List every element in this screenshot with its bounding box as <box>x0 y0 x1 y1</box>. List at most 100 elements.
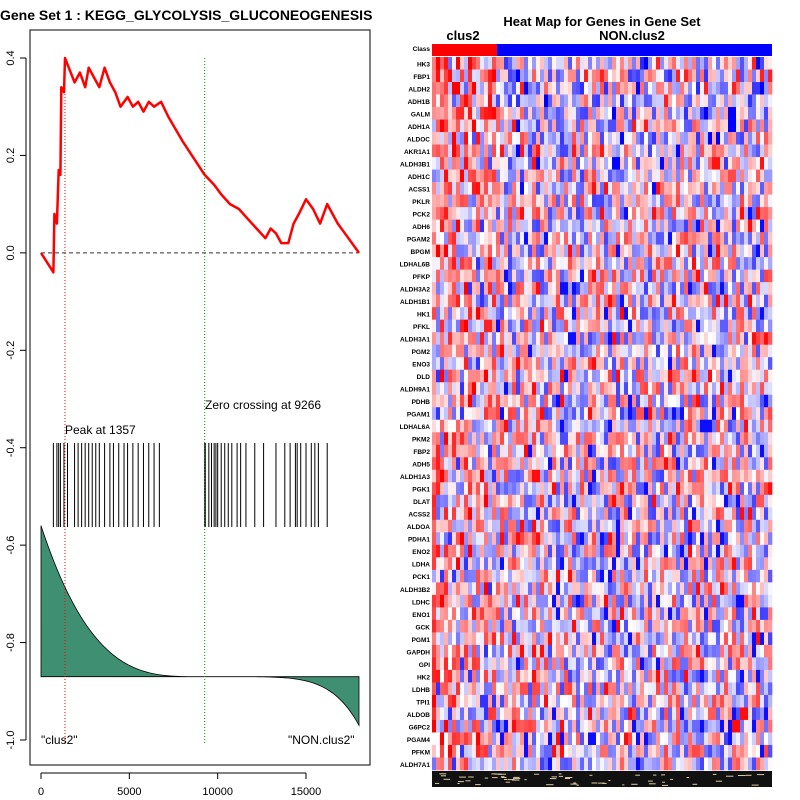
heatmap-cell <box>768 582 773 596</box>
heatmap-cell <box>768 157 773 170</box>
heatmap-cell <box>476 319 481 333</box>
heatmap-cell <box>644 82 649 95</box>
heatmap-cell <box>572 144 577 158</box>
heatmap-cell <box>692 132 697 145</box>
heatmap-cell <box>680 132 685 145</box>
heatmap-cell <box>480 507 485 521</box>
heatmap-cell <box>588 294 593 308</box>
heatmap-cell <box>456 544 461 558</box>
heatmap-cell <box>648 57 653 70</box>
heatmap-cell <box>580 282 585 295</box>
heatmap-cell <box>688 632 693 646</box>
heatmap-cell <box>656 757 661 771</box>
heatmap-cell <box>460 569 465 583</box>
heatmap-cell <box>744 644 749 658</box>
heatmap-cell <box>596 532 601 546</box>
heatmap-cell <box>692 282 697 295</box>
heatmap-cell <box>656 82 661 95</box>
heatmap-cell <box>436 594 441 608</box>
heatmap-cell <box>636 457 641 471</box>
heatmap-cell <box>516 557 521 571</box>
heatmap-cell <box>712 219 717 233</box>
heatmap-cell <box>672 357 677 371</box>
heatmap-cell <box>456 507 461 521</box>
heatmap-cell <box>488 719 493 733</box>
heatmap-cell <box>716 644 721 658</box>
heatmap-cell <box>492 257 497 270</box>
heatmap-cell <box>432 732 437 746</box>
heatmap-cell <box>712 719 717 733</box>
heatmap-cell <box>768 369 773 383</box>
heatmap-cell <box>760 757 765 771</box>
heatmap-cell <box>708 682 713 696</box>
heatmap-cell <box>616 257 621 270</box>
heatmap-cell <box>496 757 501 771</box>
heatmap-cell <box>696 282 701 295</box>
heatmap-cell <box>476 119 481 133</box>
heatmap-cell <box>584 244 589 258</box>
heatmap-cell <box>756 557 761 571</box>
heatmap-cell <box>552 294 557 308</box>
heatmap-cell <box>636 107 641 120</box>
heatmap-cell <box>632 382 637 396</box>
heatmap-cell <box>544 182 549 195</box>
heatmap-cell <box>456 194 461 208</box>
heatmap-cell <box>468 232 473 245</box>
heatmap-cell <box>472 344 477 358</box>
heatmap-cell <box>456 107 461 120</box>
heatmap-cell <box>436 744 441 758</box>
heatmap-cell <box>636 169 641 183</box>
heatmap-cell <box>764 269 769 283</box>
heatmap-cell <box>580 457 585 471</box>
heatmap-cell <box>612 319 617 333</box>
heatmap-cell <box>504 669 509 683</box>
heatmap-cell <box>720 57 725 70</box>
heatmap-cell <box>716 269 721 283</box>
heatmap-cell <box>664 144 669 158</box>
heatmap-cell <box>728 119 733 133</box>
heatmap-cell <box>752 694 757 708</box>
heatmap-cell <box>744 557 749 571</box>
heatmap-cell <box>484 269 489 283</box>
heatmap-cell <box>636 307 641 320</box>
heatmap-cell <box>448 119 453 133</box>
heatmap-cell <box>676 757 681 771</box>
heatmap-cell <box>696 744 701 758</box>
heatmap-cell <box>656 444 661 458</box>
heatmap-cell <box>452 569 457 583</box>
heatmap-cell <box>640 182 645 195</box>
heatmap-cell <box>732 194 737 208</box>
heatmap-cell <box>620 744 625 758</box>
heatmap-cell <box>596 344 601 358</box>
heatmap-cell <box>748 94 753 108</box>
heatmap-cell <box>504 82 509 95</box>
heatmap-cell <box>588 632 593 646</box>
heatmap-cell <box>432 544 437 558</box>
heatmap-cell <box>588 607 593 621</box>
heatmap-cell <box>604 419 609 433</box>
heatmap-cell <box>456 607 461 621</box>
heatmap-cell <box>696 507 701 521</box>
heatmap-cell <box>628 669 633 683</box>
heatmap-cell <box>536 257 541 270</box>
heatmap-cell <box>564 694 569 708</box>
heatmap-cell <box>532 157 537 170</box>
heatmap-cell <box>648 394 653 408</box>
heatmap-cell <box>632 169 637 183</box>
heatmap-cell <box>500 482 505 496</box>
heatmap-cell <box>580 519 585 533</box>
heatmap-cell <box>712 419 717 433</box>
heatmap-cell <box>672 682 677 696</box>
heatmap-cell <box>632 282 637 295</box>
heatmap-cell <box>732 469 737 483</box>
heatmap-cell <box>756 182 761 195</box>
heatmap-cell <box>720 244 725 258</box>
heatmap-cell <box>700 619 705 633</box>
heatmap-cell <box>528 344 533 358</box>
heatmap-cell <box>708 494 713 508</box>
heatmap-cell <box>680 457 685 471</box>
heatmap-cell <box>720 469 725 483</box>
heatmap-cell <box>644 682 649 696</box>
heatmap-cell <box>700 307 705 320</box>
heatmap-cell <box>736 657 741 671</box>
